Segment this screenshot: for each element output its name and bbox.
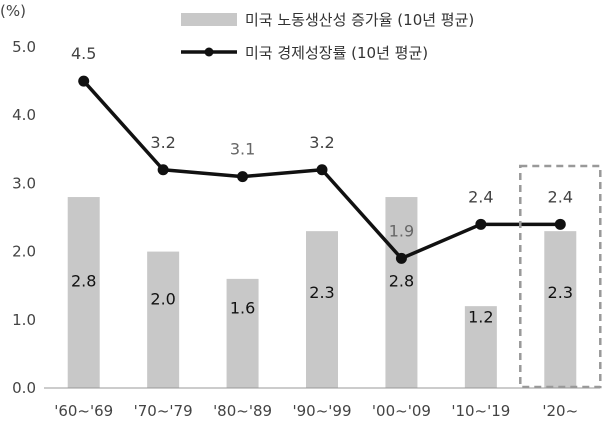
x-tick-label: '10~'19 <box>451 402 510 420</box>
highlight-box <box>519 164 602 389</box>
bar <box>385 197 418 388</box>
y-unit-label: (%) <box>0 2 26 20</box>
line-value-label: 1.9 <box>389 221 414 240</box>
y-tick-label: 1.0 <box>12 311 36 329</box>
bar-value-label: 2.8 <box>389 272 414 291</box>
line-point <box>395 252 407 264</box>
x-tick-label: '00~'09 <box>372 402 431 420</box>
bar <box>544 231 577 388</box>
bar-value-label: 2.0 <box>150 290 175 309</box>
bar <box>67 197 100 388</box>
line-labels: 4.5 3.2 3.1 3.2 1.9 2.4 2.4 <box>71 44 573 240</box>
legend-item-line: 미국 경제성장률 (10년 평균) <box>181 44 428 62</box>
bar <box>226 278 259 388</box>
x-tick-label: '90~'99 <box>293 402 352 420</box>
bar <box>464 306 497 388</box>
line-value-label: 3.1 <box>230 140 255 159</box>
line-value-label: 4.5 <box>71 44 96 63</box>
y-axis-ticks: 0.0 1.0 2.0 3.0 4.0 5.0 <box>12 38 36 397</box>
x-tick-label: '80~'89 <box>213 402 272 420</box>
bar-labels: 2.8 2.0 1.6 2.3 2.8 1.2 2.3 <box>71 272 573 327</box>
bar-value-label: 2.3 <box>548 283 573 302</box>
legend-label-bar: 미국 노동생산성 증가율 (10년 평균) <box>245 11 474 29</box>
bar <box>306 231 338 388</box>
line-point <box>157 164 169 176</box>
line-value-label: 3.2 <box>150 133 175 152</box>
bar-value-label: 1.6 <box>230 299 255 318</box>
line-point <box>78 75 90 87</box>
y-tick-label: 5.0 <box>12 38 36 56</box>
legend-marker-line <box>204 47 214 57</box>
x-tick-label: '60~'69 <box>54 402 113 420</box>
y-tick-label: 2.0 <box>12 243 36 261</box>
x-axis-ticks: '60~'69 '70~'79 '80~'89 '90~'99 '00~'09 '10~'… <box>54 402 578 420</box>
x-tick-label: '70~'79 <box>134 402 193 420</box>
line-point <box>475 218 487 230</box>
y-tick-label: 3.0 <box>12 174 36 192</box>
line-point <box>316 164 328 176</box>
line-series <box>78 75 566 264</box>
legend: 미국 노동생산성 증가율 (10년 평균) 미국 경제성장률 (10년 평균) <box>181 11 474 62</box>
line-value-label: 2.4 <box>548 187 573 206</box>
bar-value-label: 2.8 <box>71 272 96 291</box>
legend-item-bar: 미국 노동생산성 증가율 (10년 평균) <box>181 11 474 29</box>
bar <box>147 251 180 388</box>
y-tick-label: 0.0 <box>12 379 36 397</box>
bars <box>67 197 577 388</box>
line-value-label: 3.2 <box>309 133 334 152</box>
line-value-label: 2.4 <box>468 187 493 206</box>
line-point <box>237 171 249 183</box>
bar-value-label: 2.3 <box>309 283 334 302</box>
x-tick-label: '20~ <box>542 402 578 420</box>
legend-label-line: 미국 경제성장률 (10년 평균) <box>245 44 428 62</box>
legend-swatch-bar <box>181 13 237 26</box>
y-tick-label: 4.0 <box>12 106 36 124</box>
bar-value-label: 1.2 <box>468 308 493 327</box>
line-point <box>554 218 566 230</box>
